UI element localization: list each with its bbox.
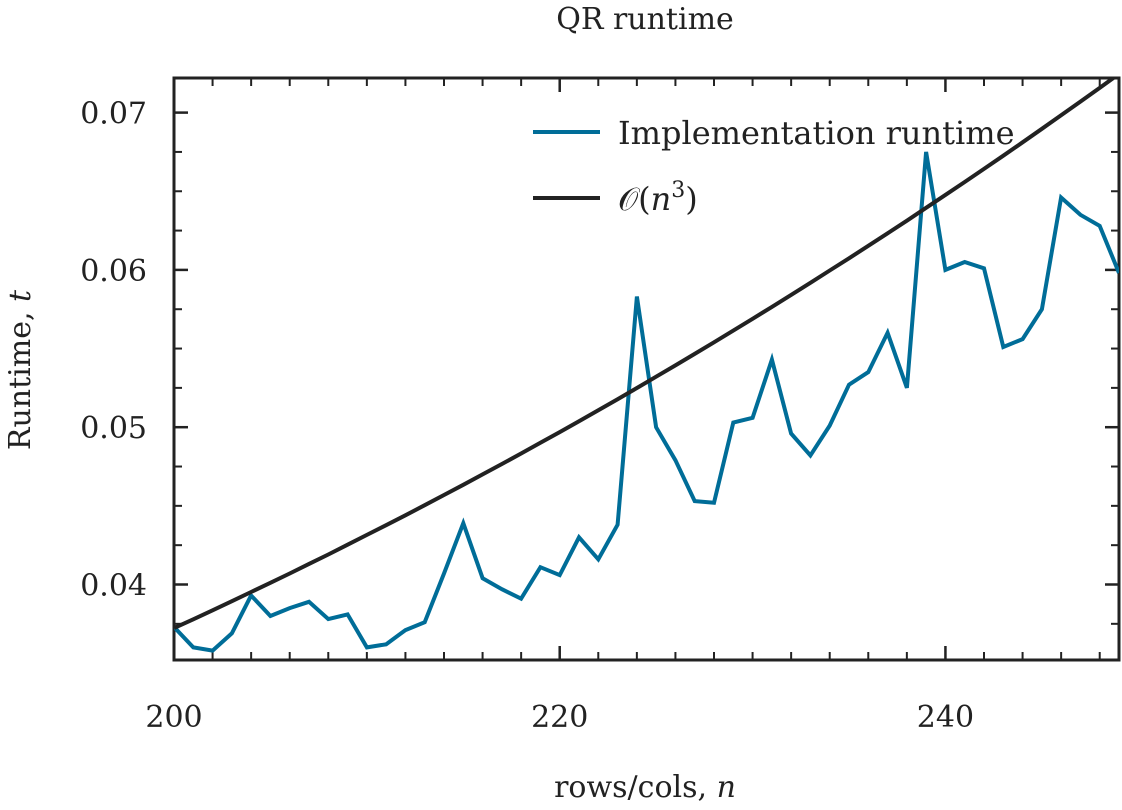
x-tick-label: 220 <box>531 700 588 735</box>
x-tick-label: 240 <box>917 700 974 735</box>
series-line-cubic-reference <box>174 78 1117 630</box>
legend-cubic-var: n <box>651 180 672 218</box>
chart-title: QR runtime <box>556 2 734 37</box>
series-layer <box>174 78 1119 653</box>
y-axis-label-text: Runtime, <box>3 302 38 450</box>
y-tick-label: 0.06 <box>80 254 147 289</box>
ticks-layer: 200 220 240 0.04 0.05 0.06 0.07 <box>80 78 1119 735</box>
legend-cubic-prefix: 𝒪( <box>618 180 651 218</box>
y-tick-label: 0.04 <box>80 568 147 603</box>
x-axis-label-var: n <box>717 770 736 805</box>
y-axis-label-var: t <box>3 289 38 302</box>
series-line-implementation-runtime <box>174 151 1119 653</box>
y-axis-label: Runtime, t <box>3 289 38 450</box>
legend-label-cubic: 𝒪(n3) <box>618 178 698 218</box>
y-tick-label: 0.07 <box>80 97 147 132</box>
x-axis-label-text: rows/cols, <box>554 770 717 805</box>
legend-cubic-suffix: ) <box>685 180 697 218</box>
legend: Implementation runtime 𝒪(n3) <box>533 114 1015 218</box>
legend-cubic-sup: 3 <box>671 178 685 203</box>
x-axis-label: rows/cols, n <box>554 770 736 805</box>
y-tick-label: 0.05 <box>80 411 147 446</box>
legend-label-implementation: Implementation runtime <box>618 114 1015 152</box>
x-tick-label: 200 <box>145 700 202 735</box>
plot-frame <box>172 76 1121 662</box>
